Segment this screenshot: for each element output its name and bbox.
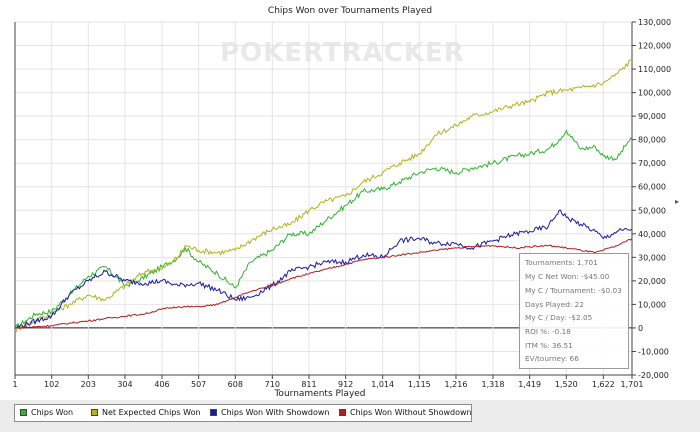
x-tick-label: 203 bbox=[81, 380, 96, 389]
chart-title: Chips Won over Tournaments Played bbox=[267, 6, 433, 16]
x-tick-label: 1,014 bbox=[371, 380, 394, 389]
line-chart: 130,000120,000110,000100,00090,00080,000… bbox=[12, 18, 671, 389]
series-line-chips-won-with-showdown bbox=[14, 209, 633, 329]
stats-box: Tournaments: 1,701 My C Net Won: -$45.00… bbox=[519, 253, 629, 369]
y-tick-label: 100,000 bbox=[638, 89, 671, 98]
y-tick-label: 50,000 bbox=[638, 206, 666, 215]
legend-swatch bbox=[210, 409, 217, 416]
legend-label: Chips Won Without Showdown bbox=[350, 408, 472, 417]
tick-labels: 130,000120,000110,000100,00090,00080,000… bbox=[12, 18, 671, 389]
y-tick-label: 130,000 bbox=[638, 18, 671, 27]
y-tick-label: 40,000 bbox=[638, 230, 666, 239]
legend-label: Chips Won With Showdown bbox=[221, 408, 330, 417]
y-tick-label: 0 bbox=[638, 324, 643, 333]
series-line-chips-won-without-showdown bbox=[14, 238, 633, 329]
x-tick-label: 102 bbox=[44, 380, 59, 389]
x-tick-label: 1,216 bbox=[445, 380, 468, 389]
y-tick-label: -10,000 bbox=[638, 347, 669, 356]
y-tick-label: 30,000 bbox=[638, 253, 666, 262]
x-tick-label: 1 bbox=[12, 380, 17, 389]
y-tick-label: 110,000 bbox=[638, 65, 671, 74]
collapse-arrow-icon[interactable]: ▸ bbox=[675, 197, 680, 206]
y-tick-label: 80,000 bbox=[638, 136, 666, 145]
stat-ev: EV/tourney: 66 bbox=[525, 354, 579, 363]
stat-itm: ITM %: 36.51 bbox=[525, 341, 573, 350]
series-line-chips-won bbox=[14, 128, 633, 329]
gridlines bbox=[14, 21, 633, 376]
stat-days-played: Days Played: 22 bbox=[525, 300, 584, 309]
y-tick-label: 60,000 bbox=[638, 183, 666, 192]
y-tick-label: 90,000 bbox=[638, 112, 666, 121]
x-tick-label: 912 bbox=[338, 380, 353, 389]
x-tick-label: 1,318 bbox=[482, 380, 505, 389]
stat-per-day: My C / Day: -$2.05 bbox=[525, 313, 593, 322]
chart-legend: Chips Won Net Expected Chips Won Chips W… bbox=[14, 404, 472, 422]
series-line-net-expected-chips-won bbox=[14, 59, 632, 333]
stat-tournaments: Tournaments: 1,701 bbox=[525, 258, 598, 267]
legend-swatch bbox=[20, 409, 27, 416]
x-tick-label: 811 bbox=[301, 380, 316, 389]
stat-roi: ROI %: -0.18 bbox=[525, 327, 571, 336]
x-tick-label: 1,115 bbox=[408, 380, 431, 389]
stat-net-won: My C Net Won: -$45.00 bbox=[525, 272, 610, 281]
x-tick-label: 406 bbox=[154, 380, 169, 389]
y-tick-label: 10,000 bbox=[638, 300, 666, 309]
legend-label: Chips Won bbox=[31, 408, 74, 417]
stat-per-tournament: My C / Tournament: -$0.03 bbox=[525, 286, 622, 295]
series-lines bbox=[14, 59, 633, 333]
y-tick-label: 120,000 bbox=[638, 42, 671, 51]
legend-swatch bbox=[91, 409, 98, 416]
y-tick-label: -20,000 bbox=[638, 371, 669, 380]
x-tick-label: 304 bbox=[117, 380, 132, 389]
x-tick-label: 710 bbox=[265, 380, 280, 389]
y-tick-label: 20,000 bbox=[638, 277, 666, 286]
x-tick-label: 507 bbox=[191, 380, 206, 389]
x-tick-label: 608 bbox=[228, 380, 243, 389]
x-tick-label: 1,419 bbox=[518, 380, 541, 389]
x-axis-title: Tournaments Played bbox=[274, 389, 366, 399]
y-tick-label: 70,000 bbox=[638, 159, 666, 168]
x-tick-label: 1,701 bbox=[621, 380, 644, 389]
pokertracker-watermark: POKERTRACKER bbox=[220, 38, 465, 68]
legend-swatch bbox=[339, 409, 346, 416]
legend-label: Net Expected Chips Won bbox=[102, 408, 201, 417]
x-tick-label: 1,622 bbox=[592, 380, 615, 389]
x-tick-label: 1,520 bbox=[555, 380, 578, 389]
